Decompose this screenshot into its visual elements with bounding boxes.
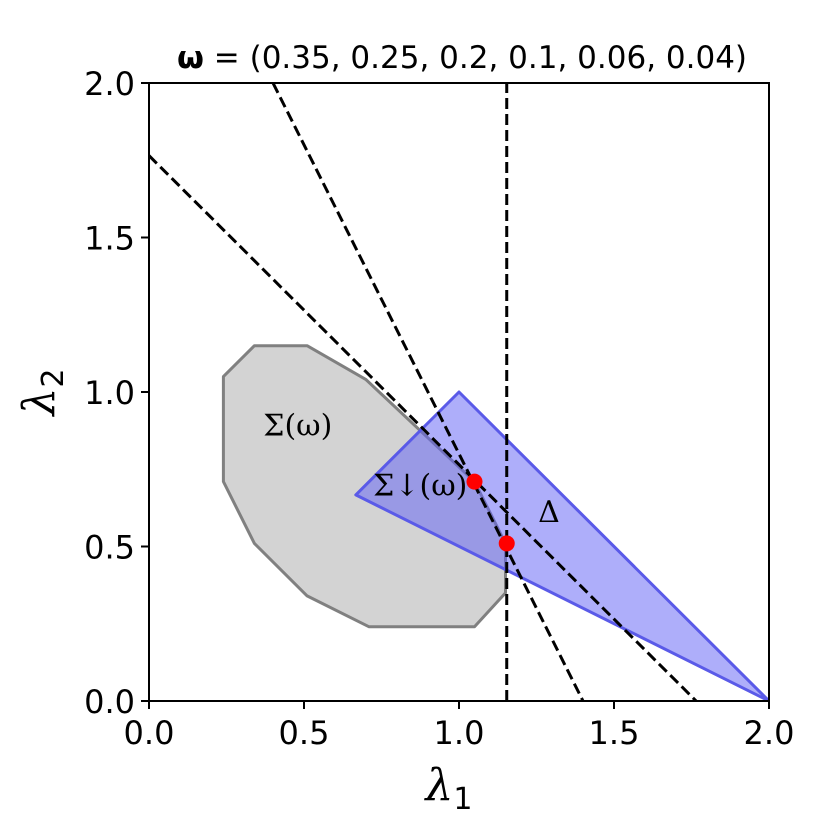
label-sigma: Σ(ω) [263,408,332,443]
y-tick-label-1: 0.5 [84,529,135,567]
plot-layer [149,83,769,701]
y-tick-label-0: 0.0 [84,683,135,721]
region-delta [354,390,769,701]
x-axis-symbol: λ [424,760,454,811]
title-omega: ω [177,40,204,76]
y-axis-subscript: 2 [36,369,71,388]
dashed-line-1 [149,154,698,701]
x-tick-label-0: 0.0 [124,714,175,752]
intersection-point-2 [498,535,515,552]
y-axis-symbol: λ [14,388,65,418]
intersection-point-1 [466,473,483,490]
y-tick-label-2: 1.0 [84,374,135,412]
x-axis-subscript: 1 [453,782,472,817]
label-sigma-down: Σ↓(ω) [373,469,467,504]
y-tick-label-3: 1.5 [84,220,135,258]
plot-inner [149,83,769,701]
y-axis-label: λ2 [14,369,71,418]
x-axis-label: λ1 [424,760,473,817]
label-delta: Δ [538,495,560,530]
title-vector: = (0.35, 0.25, 0.2, 0.1, 0.06, 0.04) [204,40,747,76]
y-tick-label-4: 2.0 [84,65,135,103]
axis-layer: 0.0 0.5 1.0 1.5 2.0 0.0 0.5 1.0 1.5 2.0 [84,65,794,752]
dashed-line-2 [271,83,585,701]
x-tick-label-3: 1.5 [589,714,640,752]
x-tick-label-4: 2.0 [744,714,795,752]
x-tick-label-2: 1.0 [434,714,485,752]
chart-title: ω = (0.35, 0.25, 0.2, 0.1, 0.06, 0.04) [177,40,747,76]
x-tick-label-1: 0.5 [279,714,330,752]
